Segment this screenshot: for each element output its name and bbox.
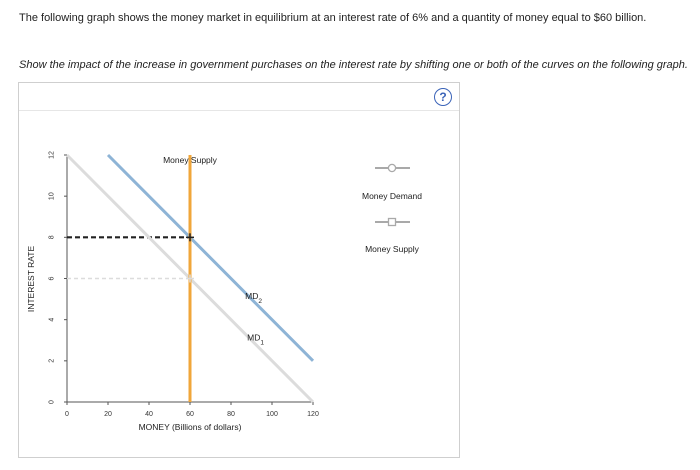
circle-handle-icon [387,163,397,173]
y-axis-title: INTEREST RATE [26,246,36,313]
intro-text: The following graph shows the money mark… [19,12,647,24]
x-axis-title: MONEY (Billions of dollars) [139,422,242,432]
legend-money-demand-tool[interactable] [375,163,410,173]
x-tick-label: 120 [307,411,319,418]
money-supply-label: Money Supply [163,155,218,165]
y-tick-label: 0 [49,400,56,404]
md1-label-subscript: 1 [260,339,264,346]
md2-label-subscript: 2 [258,298,262,305]
md2-curve[interactable] [106,153,315,362]
old-equilibrium-marker [186,274,194,283]
instruction-text: Show the impact of the increase in gover… [19,59,688,71]
legend-money-supply-label: Money Supply [365,244,420,254]
y-tick-label: 12 [49,151,56,159]
y-tick-label: 2 [49,359,56,363]
y-tick-label: 10 [49,192,56,200]
y-tick-label: 8 [49,235,56,239]
y-tick-label: 6 [49,276,56,280]
x-tick-label: 0 [65,411,69,418]
x-tick-label: 40 [145,411,153,418]
square-handle-icon [387,217,397,227]
chart-curves[interactable] [65,153,315,404]
equilibrium-guides [67,236,190,280]
legend-money-demand-label: Money Demand [362,191,422,201]
x-tick-label: 100 [266,411,278,418]
x-tick-label: 60 [186,411,194,418]
panel-toolbar: ? [19,83,459,111]
y-tick-label: 4 [49,318,56,322]
legend-money-supply-tool[interactable] [375,217,410,227]
help-button[interactable]: ? [434,88,452,106]
legend: Money Demand Money Supply [362,163,422,254]
x-tick-label: 80 [227,411,235,418]
graph-panel: ? 0 20 40 60 80 100 120 0 2 4 6 8 10 12 MD1 MD2 Money S… [18,82,460,458]
x-tick-label: 20 [104,411,112,418]
new-equilibrium-marker [186,233,194,242]
